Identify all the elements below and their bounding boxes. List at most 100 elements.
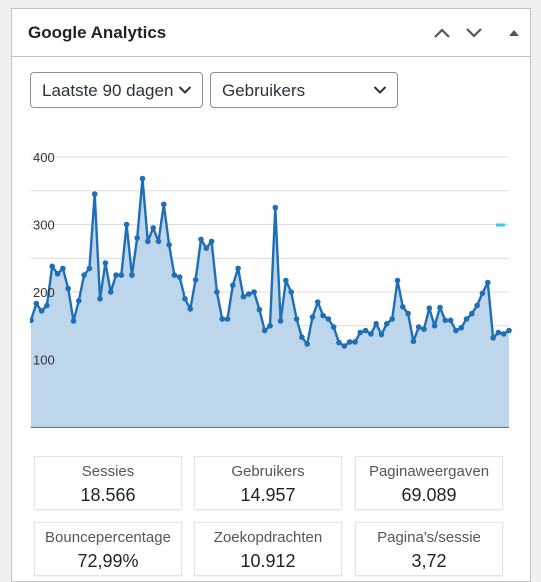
- metric-select[interactable]: Gebruikers: [210, 72, 398, 108]
- data-point[interactable]: [410, 338, 417, 345]
- data-point[interactable]: [28, 317, 34, 324]
- data-point[interactable]: [91, 191, 98, 197]
- data-point[interactable]: [76, 298, 82, 304]
- data-point[interactable]: [283, 277, 289, 284]
- data-point[interactable]: [86, 265, 93, 272]
- data-point[interactable]: [256, 306, 263, 313]
- data-point[interactable]: [453, 327, 459, 334]
- data-point[interactable]: [447, 317, 454, 324]
- data-point[interactable]: [405, 310, 411, 317]
- data-point[interactable]: [102, 260, 109, 266]
- data-point[interactable]: [463, 316, 470, 322]
- data-point[interactable]: [362, 327, 369, 334]
- data-point[interactable]: [49, 263, 55, 270]
- data-point[interactable]: [113, 272, 119, 278]
- data-point[interactable]: [384, 320, 390, 327]
- data-point[interactable]: [506, 327, 512, 334]
- data-point[interactable]: [97, 296, 103, 302]
- data-point[interactable]: [336, 339, 342, 346]
- data-point[interactable]: [442, 317, 449, 324]
- move-up-button[interactable]: [430, 21, 454, 45]
- data-point[interactable]: [495, 329, 502, 336]
- data-point[interactable]: [145, 238, 151, 245]
- data-point[interactable]: [70, 318, 77, 324]
- data-point[interactable]: [352, 339, 358, 345]
- data-point[interactable]: [357, 329, 364, 336]
- data-point[interactable]: [246, 291, 252, 297]
- data-point[interactable]: [320, 312, 326, 319]
- data-point[interactable]: [479, 290, 486, 297]
- data-point[interactable]: [394, 277, 401, 284]
- data-point[interactable]: [65, 285, 71, 292]
- data-point[interactable]: [315, 299, 321, 305]
- data-point[interactable]: [437, 304, 443, 311]
- data-point[interactable]: [330, 324, 337, 330]
- data-point[interactable]: [219, 316, 225, 322]
- y-tick-label: 400: [33, 150, 55, 165]
- data-point[interactable]: [431, 323, 438, 329]
- data-point[interactable]: [224, 316, 231, 322]
- data-point[interactable]: [400, 304, 406, 310]
- data-point[interactable]: [192, 277, 199, 283]
- data-point[interactable]: [267, 323, 273, 329]
- data-point[interactable]: [304, 341, 311, 347]
- data-point[interactable]: [230, 282, 236, 289]
- data-point[interactable]: [415, 324, 422, 330]
- data-point[interactable]: [251, 289, 257, 295]
- stat-value: 72,99%: [77, 551, 139, 571]
- period-select[interactable]: Laatste 90 dagen: [30, 72, 203, 108]
- data-point[interactable]: [293, 316, 300, 322]
- data-point[interactable]: [426, 305, 433, 311]
- data-point[interactable]: [171, 272, 178, 278]
- data-point[interactable]: [378, 331, 385, 338]
- data-point[interactable]: [129, 272, 135, 278]
- data-point[interactable]: [458, 325, 465, 331]
- data-point[interactable]: [309, 314, 316, 320]
- toggle-panel-button[interactable]: [502, 21, 526, 45]
- stat-card-pages-per-session: Pagina's/sessie 3,72: [356, 523, 502, 575]
- data-point[interactable]: [272, 204, 279, 211]
- data-point[interactable]: [182, 296, 188, 302]
- data-point[interactable]: [235, 265, 241, 272]
- data-point[interactable]: [208, 238, 215, 245]
- data-point[interactable]: [500, 331, 507, 337]
- data-point[interactable]: [474, 302, 480, 309]
- data-point[interactable]: [368, 331, 374, 337]
- data-point[interactable]: [44, 302, 50, 309]
- data-point[interactable]: [155, 238, 162, 245]
- data-point[interactable]: [299, 334, 305, 340]
- data-point[interactable]: [346, 339, 353, 345]
- data-point[interactable]: [123, 221, 130, 228]
- data-point[interactable]: [277, 318, 284, 324]
- data-point[interactable]: [187, 306, 194, 312]
- data-point[interactable]: [54, 271, 61, 277]
- data-point[interactable]: [38, 308, 45, 314]
- data-point[interactable]: [214, 289, 220, 295]
- data-point[interactable]: [341, 343, 348, 349]
- data-point[interactable]: [139, 175, 146, 182]
- data-point[interactable]: [469, 310, 475, 317]
- data-point[interactable]: [373, 320, 380, 327]
- data-point[interactable]: [203, 245, 210, 251]
- data-point[interactable]: [421, 326, 427, 332]
- data-point[interactable]: [60, 265, 66, 272]
- data-point[interactable]: [288, 289, 295, 295]
- data-point[interactable]: [490, 335, 496, 341]
- data-point[interactable]: [198, 236, 204, 243]
- data-point[interactable]: [107, 289, 114, 295]
- data-point[interactable]: [389, 316, 396, 322]
- move-down-button[interactable]: [462, 21, 486, 45]
- data-point[interactable]: [176, 274, 183, 280]
- data-point[interactable]: [33, 300, 40, 307]
- data-point[interactable]: [134, 235, 140, 241]
- data-point[interactable]: [166, 242, 172, 248]
- data-point[interactable]: [240, 293, 247, 300]
- data-point[interactable]: [81, 272, 87, 278]
- data-point[interactable]: [261, 327, 268, 334]
- data-point[interactable]: [485, 279, 491, 286]
- data-point[interactable]: [325, 316, 332, 322]
- data-point[interactable]: [150, 225, 156, 231]
- data-point[interactable]: [118, 272, 125, 278]
- data-point[interactable]: [161, 201, 167, 208]
- users-chart: 400 300 200 100: [28, 141, 516, 441]
